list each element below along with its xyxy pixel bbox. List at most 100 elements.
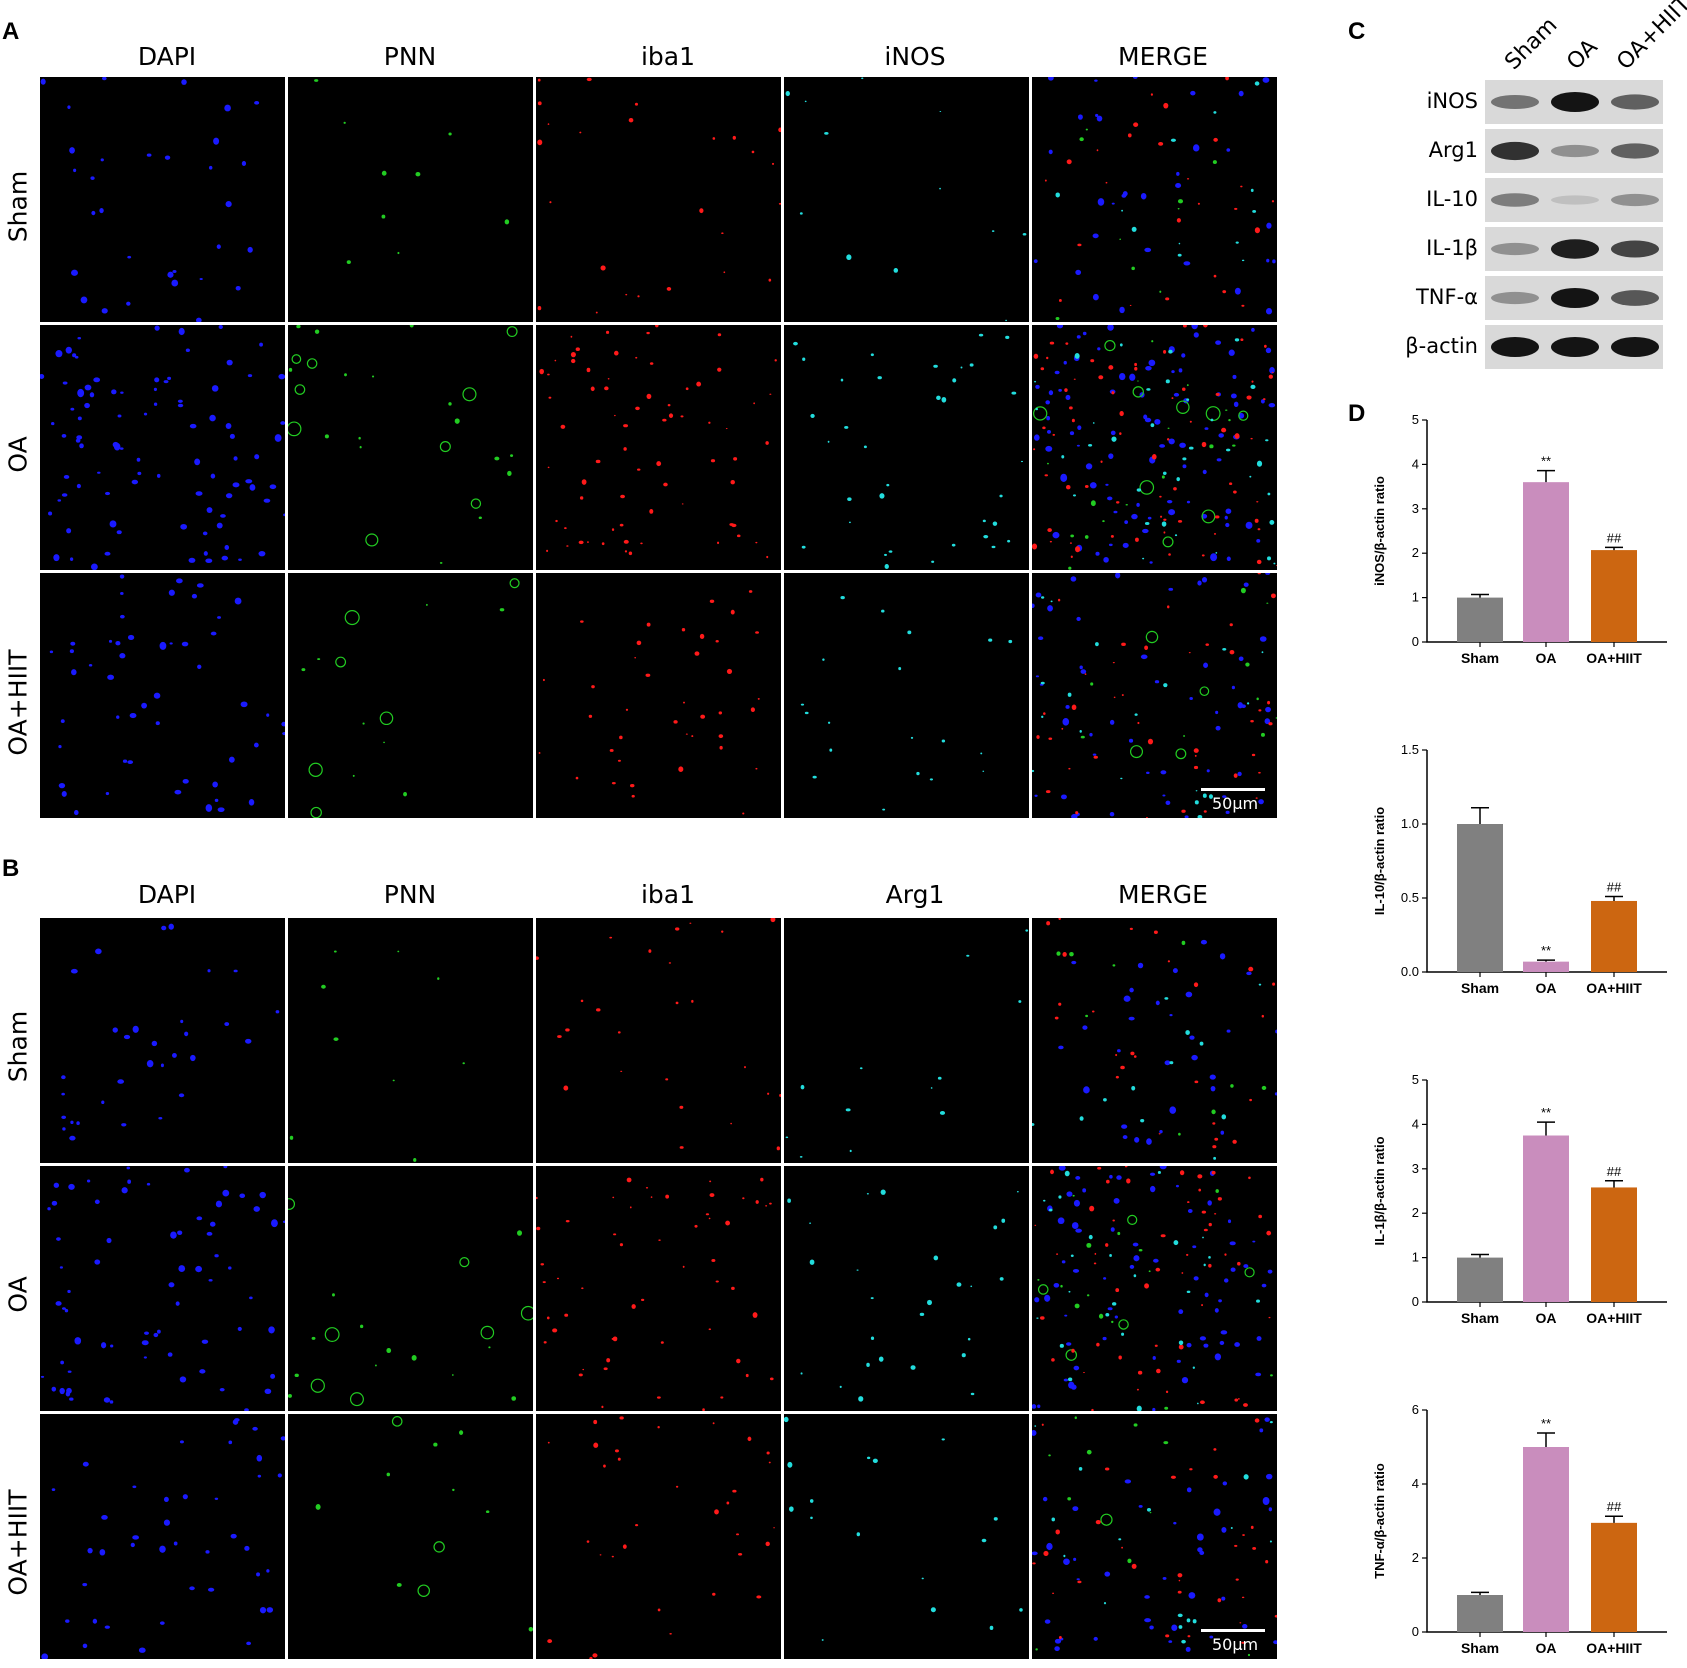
y-tick-label: 0 (1412, 1624, 1419, 1639)
micrograph-iba1-oa (536, 325, 781, 570)
blot-band (1551, 92, 1599, 112)
blot-band (1491, 242, 1539, 256)
micrograph-arg1-oa-hiit (784, 1414, 1029, 1659)
micrograph-inos-oa (784, 325, 1029, 570)
significance-label: ## (1607, 1164, 1622, 1179)
lane-label-oa: OA (1562, 34, 1603, 75)
micrograph-iba1-oa-hiit (536, 1414, 781, 1659)
y-axis-label: iNOS/β-actin ratio (1372, 476, 1387, 586)
scale-bar-label-b: 50μm (1212, 1635, 1259, 1654)
micrograph-dapi-oa-hiit (40, 573, 285, 818)
micrograph-inos-oa-hiit (784, 573, 1029, 818)
micrograph-arg1-oa (784, 1166, 1029, 1411)
y-tick-label: 1 (1412, 1250, 1419, 1265)
blot-label-2: IL-10 (1426, 187, 1478, 211)
bar-oa-hiit (1591, 900, 1637, 972)
y-tick-label: 4 (1412, 1476, 1419, 1491)
y-tick-label: 4 (1412, 1116, 1419, 1131)
blot-band (1611, 94, 1659, 110)
micrograph-iba1-oa-hiit (536, 573, 781, 818)
micrograph-merge-sham (1032, 918, 1277, 1163)
micrograph-pnn-sham (288, 77, 533, 322)
bar-oa (1523, 1135, 1569, 1302)
significance-label: ## (1607, 530, 1622, 545)
scale-bar-b (1201, 1629, 1265, 1632)
x-tick-label: Sham (1461, 1640, 1499, 1656)
bar-oa-hiit (1591, 550, 1637, 642)
y-tick-label: 0 (1412, 1294, 1419, 1309)
blot-band (1491, 95, 1539, 109)
micrograph-dapi-oa (40, 325, 285, 570)
error-bar (1537, 1432, 1555, 1447)
significance-label: ## (1607, 1499, 1622, 1514)
error-bar (1471, 593, 1489, 598)
blot-label-0: iNOS (1426, 89, 1478, 113)
x-tick-label: OA+HIIT (1586, 980, 1642, 996)
significance-label: ## (1607, 880, 1622, 895)
col-header-arg1-b: Arg1 (885, 880, 945, 909)
blot-band (1551, 195, 1599, 205)
bar-oa (1523, 961, 1569, 972)
blot-label-5: β-actin (1405, 334, 1478, 358)
scale-bar-a (1201, 788, 1265, 791)
blot-band (1491, 291, 1539, 305)
bar-sham (1457, 824, 1503, 972)
micrograph-dapi-oa-hiit (40, 1414, 285, 1659)
y-tick-label: 3 (1412, 501, 1419, 516)
bar-chart-0: 0 1 2 3 4 5 iNOS/β-actin ratio Sham ** OA ## OA+HII… (1372, 412, 1667, 666)
x-tick-label: OA (1536, 1640, 1557, 1656)
y-tick-label: 3 (1412, 1161, 1419, 1176)
blot-label-1: Arg1 (1428, 138, 1478, 162)
micrograph-pnn-sham (288, 918, 533, 1163)
col-header-merge-b: MERGE (1118, 880, 1208, 909)
micrograph-dapi-oa (40, 1166, 285, 1411)
panel-letter-b: B (2, 855, 20, 882)
blot-band (1551, 288, 1599, 308)
blot-band (1611, 143, 1659, 159)
micrograph-iba1-oa (536, 1166, 781, 1411)
micrograph-merge-oa-hiit (1032, 1414, 1277, 1659)
lane-label-sham: Sham (1500, 12, 1563, 75)
blot-row-4 (1485, 276, 1663, 320)
micrograph-merge-sham (1032, 77, 1277, 322)
micrograph-arg1-sham (784, 918, 1029, 1163)
blot-band (1611, 240, 1659, 258)
blot-row-3 (1485, 227, 1663, 271)
bar-sham (1457, 597, 1503, 642)
micrograph-merge-oa (1032, 325, 1277, 570)
micrograph-pnn-oa-hiit (288, 573, 533, 818)
y-tick-label: 2 (1412, 545, 1419, 560)
blot-label-4: TNF-α (1415, 285, 1478, 309)
x-tick-label: OA (1536, 980, 1557, 996)
blot-band (1551, 144, 1599, 158)
x-tick-label: OA (1536, 1310, 1557, 1326)
blot-row-0 (1485, 80, 1663, 124)
blot-row-1 (1485, 129, 1663, 173)
micrograph-iba1-sham (536, 77, 781, 322)
bar-chart-1: 0.0 0.5 1.0 1.5 IL-10/β-actin ratio Sham ** OA #… (1372, 742, 1667, 996)
blot-label-3: IL-1β (1426, 236, 1478, 260)
blot-row-2 (1485, 178, 1663, 222)
row-header-sham-a: Sham (3, 170, 33, 243)
y-tick-label: 1.0 (1401, 816, 1419, 831)
x-tick-label: Sham (1461, 1310, 1499, 1326)
significance-label: ** (1541, 1416, 1551, 1431)
y-tick-label: 0.0 (1401, 964, 1419, 979)
x-tick-label: OA+HIIT (1586, 1640, 1642, 1656)
y-tick-label: 1.5 (1401, 742, 1419, 757)
micrograph-dapi-sham (40, 77, 285, 322)
error-bar (1471, 1253, 1489, 1258)
scale-bar-label-a: 50μm (1212, 794, 1259, 813)
col-header-pnn-b: PNN (383, 880, 437, 909)
x-tick-label: Sham (1461, 980, 1499, 996)
row-header-sham-b: Sham (3, 1010, 33, 1083)
panel-letter-a: A (2, 18, 20, 45)
row-header-oa-b: OA (3, 1276, 33, 1313)
blot-band (1491, 193, 1539, 207)
bar-sham (1457, 1257, 1503, 1302)
blot-band (1611, 193, 1659, 207)
col-header-iba1-a: iba1 (640, 42, 696, 71)
col-header-dapi-a: DAPI (137, 42, 197, 71)
error-bar (1605, 1180, 1623, 1188)
y-tick-label: 5 (1412, 412, 1419, 427)
